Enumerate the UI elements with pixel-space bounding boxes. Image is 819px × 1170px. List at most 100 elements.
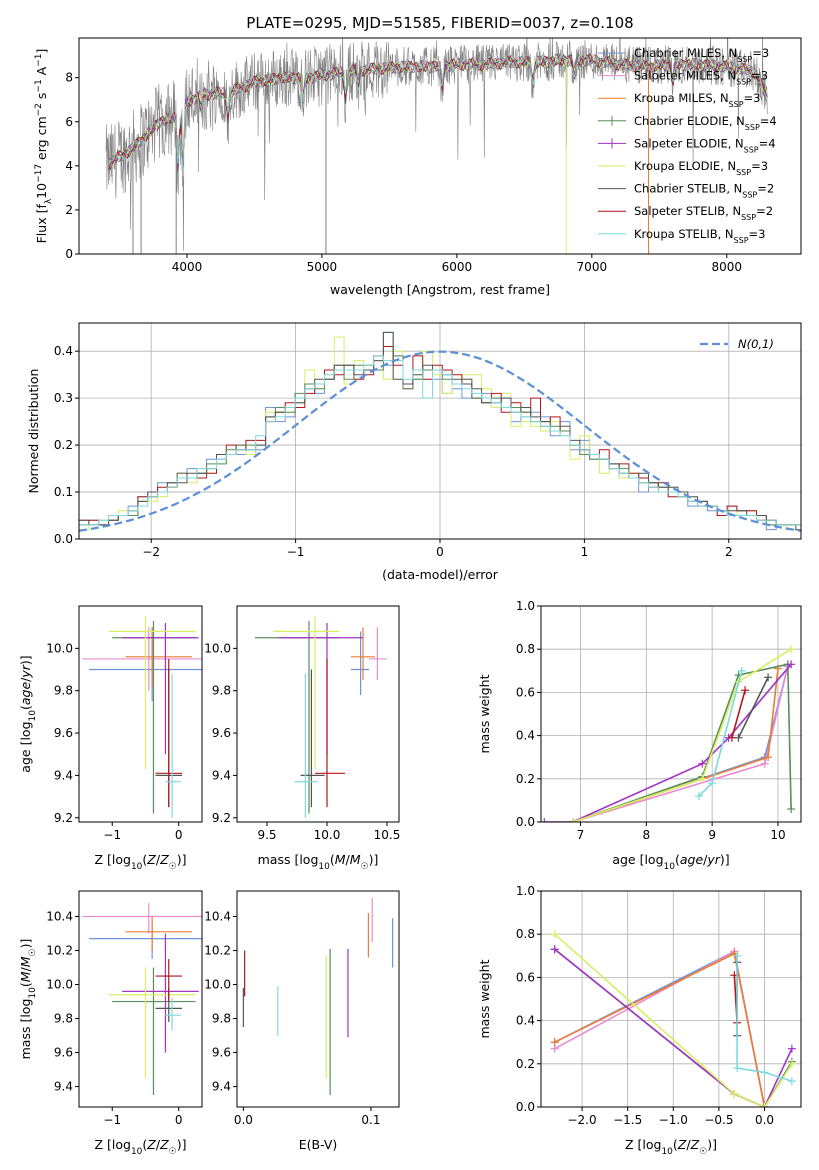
- x-tick-label: −1: [103, 828, 121, 842]
- y-tick-label: 9.4: [212, 768, 231, 782]
- weight-line-kroupa-elodie: [572, 648, 792, 822]
- weight-marker: [694, 792, 703, 801]
- y-tick-label: 10.0: [46, 978, 73, 992]
- x-tick-label: 0: [175, 1113, 183, 1127]
- x-tick-label: 0.0: [234, 1113, 253, 1127]
- errorbar-point: [88, 635, 202, 702]
- weight-marker: [741, 686, 750, 695]
- errorbar-point: [369, 627, 387, 681]
- weight-line-kroupa-stelib: [736, 955, 793, 1082]
- plot-area: [541, 645, 796, 822]
- axes-frame: [540, 605, 802, 823]
- x-tick-label: 7000: [577, 260, 608, 274]
- weight-marker: [760, 759, 769, 768]
- errorbar-point: [112, 967, 196, 1096]
- x-tick-label: −1: [103, 1113, 121, 1127]
- errorbar-point: [82, 627, 202, 691]
- legend-entry: Chabrier ELODIE, NSSP=4: [598, 114, 777, 132]
- errorbar-point: [279, 622, 363, 755]
- y-tick-label: 1.0: [516, 884, 535, 898]
- axes-frame: [236, 605, 400, 823]
- panel-mass-vs-z: −1 0 9.4 9.6 9.8 10.0 10.2 10.4 Z [log10(Z/Z☉)] m…: [18, 890, 203, 1157]
- y-axis-label: Flux [fλ10−17 erg cm−2 s−1 A−1]: [34, 49, 54, 244]
- errorbar-point: [165, 673, 181, 818]
- errorbar-point: [294, 673, 318, 818]
- weight-marker: [787, 1044, 796, 1053]
- x-axis-label: age [log10(age/yr)]: [612, 852, 729, 872]
- x-tick-label: 9.5: [257, 828, 276, 842]
- x-tick-label: −2.0: [567, 1113, 596, 1127]
- legend-entry: Chabrier STELIB, NSSP=2: [598, 182, 774, 200]
- panel-weight-vs-age: 7 8 9 10 0.0 0.2 0.4 0.6 0.8 1.0 age [log10(age/yr…: [477, 599, 802, 872]
- plot-area: [105, 38, 768, 254]
- x-axis-label: Z [log10(Z/Z☉)]: [94, 852, 186, 872]
- weight-marker: [760, 1103, 769, 1107]
- panel-age-vs-mass: 9.5 10.0 10.5 9.2 9.4 9.6 9.8 10.0 mass [log10(M…: [204, 605, 401, 872]
- x-tick-label: 10.5: [374, 828, 401, 842]
- x-tick-label: 10.0: [314, 828, 341, 842]
- weight-marker: [787, 645, 796, 654]
- y-tick-label: 9.6: [212, 726, 231, 740]
- errorbar-point: [108, 616, 196, 770]
- errorbar-point: [82, 902, 202, 934]
- y-tick-label: 9.6: [54, 726, 73, 740]
- y-tick-label: 0.2: [516, 772, 535, 786]
- legend-label: N(0,1): [738, 337, 774, 351]
- legend-label: Chabrier STELIB, NSSP=2: [634, 182, 774, 200]
- legend-label: Chabrier ELODIE, NSSP=4: [634, 114, 777, 132]
- errorbar-point: [351, 627, 375, 681]
- legend-label: Salpeter MILES, NSSP=3: [634, 69, 768, 87]
- panel-weight-vs-z: −2.0 −1.5 −1.0 −0.5 0.0 0.0 0.2 0.4 0.6 0.8 1.0 Z […: [477, 884, 802, 1157]
- legend: Chabrier MILES, NSSP=3 Salpeter MILES, NS…: [598, 46, 777, 244]
- weight-line-chabrier-elodie: [572, 663, 792, 822]
- legend-entry: Kroupa STELIB, NSSP=3: [598, 227, 765, 245]
- y-tick-label: 9.6: [54, 1046, 73, 1060]
- normal-curve-line: [79, 350, 801, 532]
- weight-marker: [733, 1064, 742, 1073]
- legend: N(0,1): [700, 337, 774, 351]
- errorbar-point: [155, 658, 183, 808]
- x-tick-label: 0.0: [755, 1113, 774, 1127]
- y-tick-label: 0.8: [516, 642, 535, 656]
- weight-marker: [568, 818, 577, 822]
- legend-label: Salpeter ELODIE, NSSP=4: [634, 136, 776, 154]
- model-line-kroupa-elodie: [108, 53, 768, 168]
- x-axis-label: E(B-V): [299, 1137, 338, 1152]
- y-tick-label: 0.4: [516, 1014, 535, 1028]
- y-tick-label: 0.0: [54, 532, 73, 546]
- x-tick-label: −1.5: [613, 1113, 642, 1127]
- x-axis-label: Z [log10(Z/Z☉)]: [94, 1137, 186, 1157]
- x-tick-label: 0: [175, 828, 183, 842]
- weight-marker: [764, 753, 773, 762]
- weight-line-salpeter-stelib: [731, 689, 746, 739]
- legend-label: Kroupa STELIB, NSSP=3: [634, 227, 765, 245]
- y-axis-label: mass weight: [477, 674, 492, 753]
- legend-entry: Salpeter STELIB, NSSP=2: [598, 204, 773, 222]
- y-tick-label: 0.6: [516, 970, 535, 984]
- legend-entry: Salpeter MILES, NSSP=3: [598, 69, 768, 87]
- weight-line-kroupa-elodie: [554, 933, 793, 1107]
- x-axis-label: wavelength [Angstrom, rest frame]: [330, 282, 550, 297]
- y-tick-label: 6: [65, 115, 73, 129]
- y-tick-label: 10.0: [46, 641, 73, 655]
- y-tick-label: 0.4: [54, 344, 73, 358]
- legend-label: Kroupa MILES, NSSP=3: [634, 91, 760, 109]
- x-tick-label: 10: [770, 828, 785, 842]
- y-tick-label: 10.2: [204, 944, 231, 958]
- weight-marker: [733, 951, 742, 960]
- errorbar-point: [125, 916, 193, 951]
- y-tick-label: 9.8: [54, 684, 73, 698]
- errorbar-point: [122, 933, 199, 1053]
- weight-marker: [787, 1059, 796, 1068]
- legend-label: Kroupa ELODIE, NSSP=3: [634, 159, 768, 177]
- x-tick-label: 7: [577, 828, 585, 842]
- y-tick-label: 0.3: [54, 391, 73, 405]
- plot-area: [82, 902, 202, 1096]
- observed-spectrum-line: [105, 38, 768, 251]
- weight-line-kroupa-miles: [572, 668, 779, 822]
- y-tick-label: 9.8: [212, 1012, 231, 1026]
- x-tick-label: 8000: [712, 260, 743, 274]
- plot-area: [242, 897, 394, 1096]
- y-axis-label: mass [log10(M/M☉)]: [18, 939, 38, 1060]
- panel-residuals: −2 −1 0 1 2 0.0 0.1 0.2 0.3 0.4 N(0,1) (data-model)…: [26, 322, 802, 582]
